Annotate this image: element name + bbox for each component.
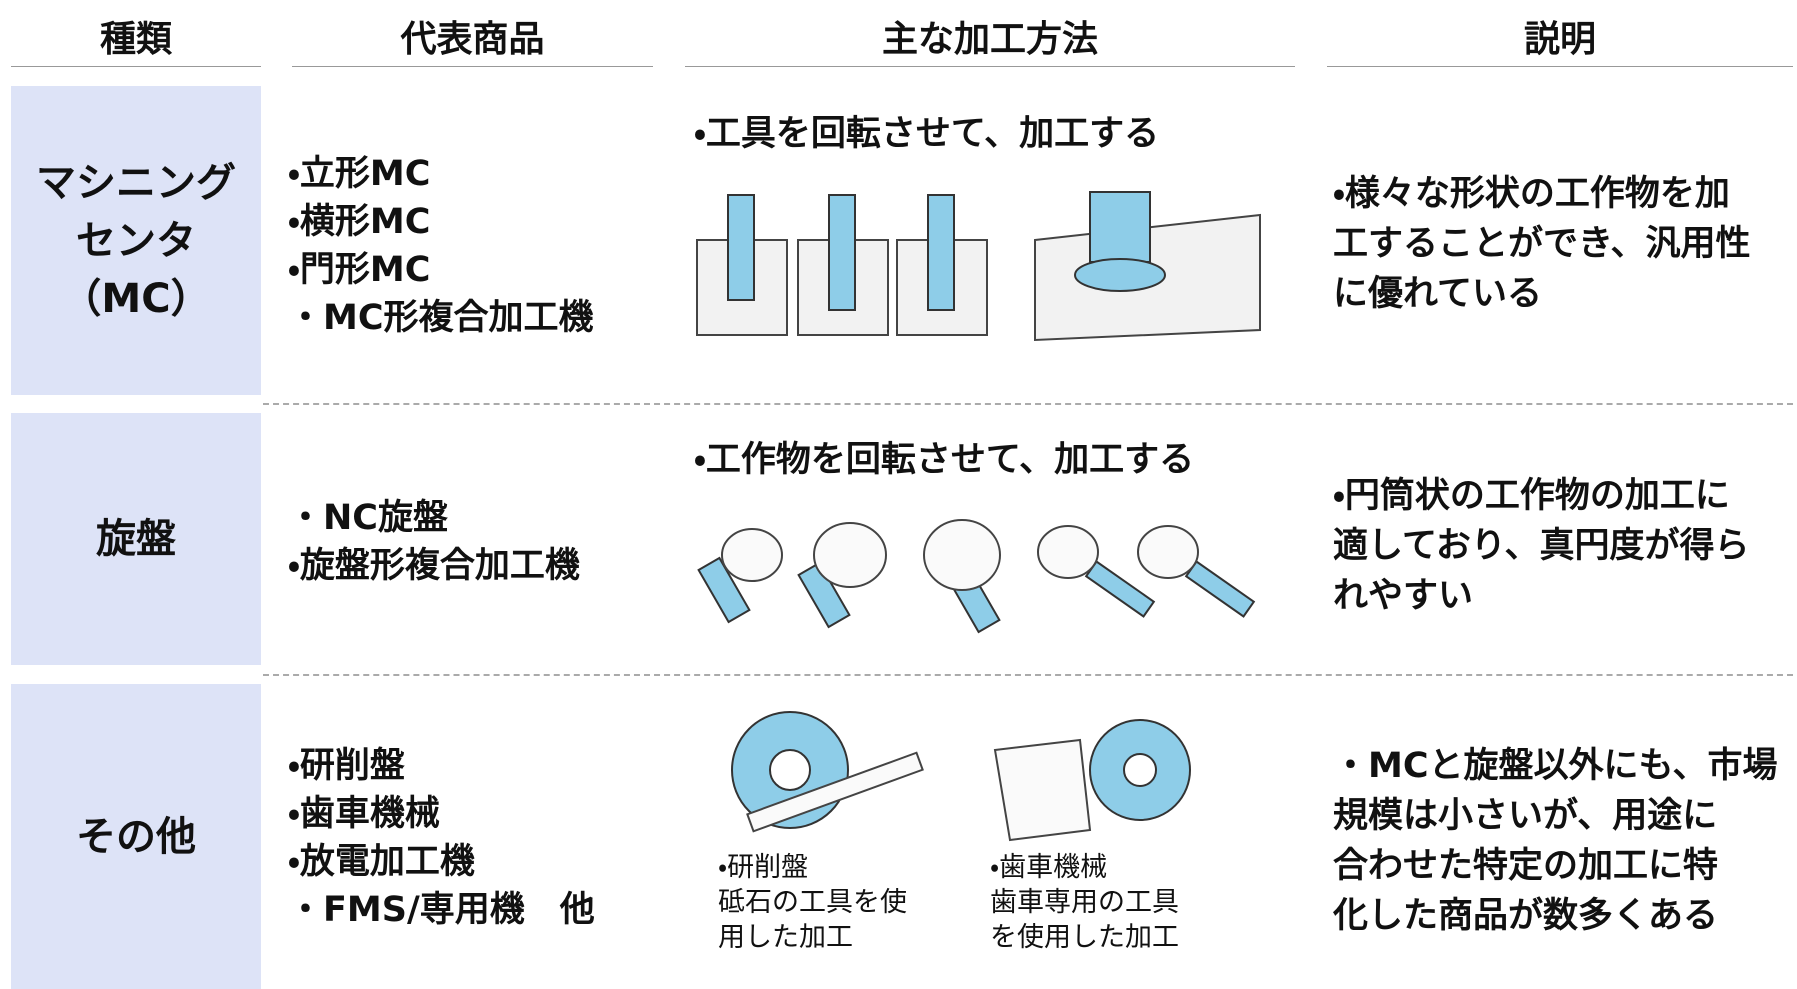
image-caption: 砥石の工具を使 bbox=[718, 887, 907, 918]
method: ・工作物を回転させて、加工する bbox=[694, 440, 1195, 480]
description: に優れている bbox=[1333, 274, 1542, 314]
description: ・様々な形状の工作物を加 bbox=[1333, 174, 1730, 214]
product: ・研削盤 bbox=[288, 746, 405, 786]
type-label: 旋盤 bbox=[96, 516, 176, 562]
description: 規模は小さいが、用途に bbox=[1333, 796, 1718, 836]
product: ・旋盤形複合加工機 bbox=[288, 546, 580, 586]
product: ・門形MC bbox=[288, 250, 431, 290]
type-label: マシニング bbox=[36, 159, 236, 206]
column-header: 説明 bbox=[1523, 19, 1596, 60]
product: ・歯車機械 bbox=[288, 794, 440, 834]
product: ・MC形複合加工機 bbox=[288, 298, 594, 338]
description: ・MCと旋盤以外にも、市場 bbox=[1333, 746, 1778, 786]
column-header: 代表商品 bbox=[400, 19, 545, 60]
column-header: 種類 bbox=[99, 19, 172, 60]
type-cell: 旋盤 bbox=[11, 413, 261, 665]
description: 工することができ、汎用性 bbox=[1333, 224, 1751, 264]
description: 化した商品が数多くある bbox=[1333, 896, 1719, 936]
row-divider bbox=[263, 674, 1793, 676]
header-rule bbox=[11, 66, 261, 67]
product: ・立形MC bbox=[288, 154, 431, 194]
header-rule bbox=[292, 66, 653, 67]
type-cell: マシニングセンタ （MC） bbox=[11, 86, 261, 395]
image-caption: 用した加工 bbox=[718, 922, 853, 953]
type-label: センタ bbox=[76, 217, 196, 264]
column-header: 主な加工方法 bbox=[881, 19, 1098, 60]
description: 合わせた特定の加工に特 bbox=[1333, 846, 1719, 886]
description: れやすい bbox=[1333, 576, 1474, 616]
row-divider bbox=[263, 403, 1793, 405]
type-label: （MC） bbox=[61, 275, 211, 322]
method: ・工具を回転させて、加工する bbox=[694, 114, 1160, 154]
image-caption: ・歯車機械 bbox=[990, 852, 1108, 883]
header-rule bbox=[1327, 66, 1793, 67]
type-cell: その他 bbox=[11, 684, 261, 989]
header-rule bbox=[685, 66, 1295, 67]
description: 適しており、真円度が得ら bbox=[1333, 526, 1750, 566]
product: ・NC旋盤 bbox=[288, 498, 448, 538]
product: ・横形MC bbox=[288, 202, 431, 242]
product: ・FMS/専用機 他 bbox=[288, 890, 595, 930]
image-caption: を使用した加工 bbox=[990, 922, 1179, 953]
description: ・円筒状の工作物の加工に bbox=[1333, 476, 1730, 516]
image-caption: 歯車専用の工具 bbox=[990, 887, 1179, 918]
image-caption: ・研削盤 bbox=[718, 852, 809, 883]
product: ・放電加工機 bbox=[288, 842, 475, 882]
type-label: その他 bbox=[76, 813, 196, 860]
